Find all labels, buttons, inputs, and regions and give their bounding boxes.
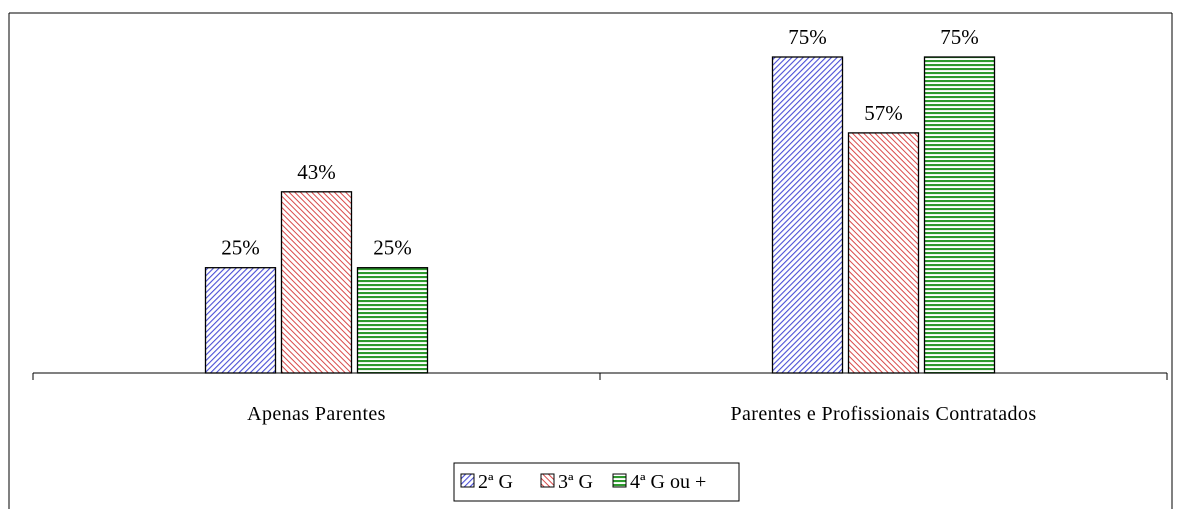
legend-label-2: 3ª G — [558, 471, 593, 493]
bar-2-1 — [771, 56, 844, 374]
legend-label-3: 4ª G ou + — [630, 471, 706, 493]
bar-1-3 — [356, 267, 429, 374]
legend-frame — [453, 462, 740, 502]
data-label-1-1: 25% — [221, 236, 260, 260]
bar-2-3 — [923, 56, 996, 374]
data-label-2-3: 75% — [940, 25, 979, 49]
category-labels-group: Apenas Parentes Parentes e Profissionais … — [247, 403, 1036, 425]
data-label-1-3: 25% — [373, 236, 412, 260]
category-label-1: Apenas Parentes — [247, 403, 386, 425]
data-labels-group: 25% 43% 25% 75% 57% 75% — [221, 25, 979, 260]
x-ticks-group — [32, 373, 1168, 380]
legend: 2ª G 3ª G 4ª G ou + — [453, 462, 740, 502]
bar-1-1 — [204, 267, 277, 374]
data-label-1-2: 43% — [297, 160, 336, 184]
legend-label-1: 2ª G — [478, 471, 513, 493]
legend-swatch-2 — [540, 473, 555, 488]
bar-1-2 — [280, 191, 353, 374]
legend-swatch-3 — [612, 473, 627, 488]
category-label-2: Parentes e Profissionais Contratados — [730, 403, 1036, 425]
data-label-2-1: 75% — [788, 25, 827, 49]
data-label-2-2: 57% — [864, 101, 903, 125]
bars-group — [204, 56, 996, 374]
legend-swatch-1 — [460, 473, 475, 488]
bar-2-2 — [847, 132, 920, 374]
